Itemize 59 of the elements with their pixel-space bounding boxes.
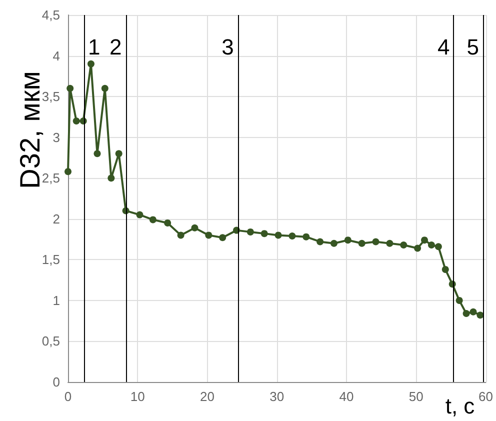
point [400,241,408,248]
x-tick-label: 20 [200,389,214,404]
y-tick-label: 1 [52,292,60,308]
point [101,84,108,92]
point [72,118,80,125]
x-tick-label: 40 [339,389,354,404]
y-tick-label: 3,5 [42,89,60,104]
point [386,240,394,247]
point [316,238,324,246]
point [428,241,435,248]
point [94,150,101,158]
point [456,296,463,304]
point [434,243,442,250]
point [274,232,282,239]
point [108,174,115,182]
point [288,232,296,240]
x-axis-title: t, c [445,394,475,418]
x-tick-label: 0 [64,389,72,404]
y-tick-label: 1,5 [42,252,60,268]
x-tick-label: 10 [130,389,145,404]
point [260,230,268,238]
point [462,310,470,317]
point [442,266,449,273]
point [358,240,366,247]
annotation: 2 [110,34,122,60]
point [344,236,352,244]
point [219,234,226,242]
y-tick-label: 4 [52,48,60,64]
y-tick-label: 0,5 [42,334,60,349]
point [372,238,380,246]
y-tick-label: 2,5 [42,170,60,186]
point [302,233,310,240]
point [191,224,198,232]
point [164,219,172,226]
point [330,240,338,247]
point [66,84,74,92]
point [64,168,72,176]
point [246,228,254,236]
y-tick-label: 0 [52,374,60,390]
annotation: 5 [466,34,479,60]
point [87,60,94,68]
annotation: 4 [437,34,450,60]
point [421,236,428,244]
y-tick-label: 2 [52,211,60,226]
point [205,232,212,239]
annotation: 1 [88,34,100,60]
point [476,312,484,319]
point [177,232,184,239]
y-tick-label: 4,5 [42,8,60,22]
point [414,244,422,252]
x-tick-label: 50 [408,389,424,404]
annotation: 3 [222,34,234,60]
x-tick-label: 60 [478,389,494,404]
x-tick-label: 30 [270,389,284,404]
point [115,150,122,158]
y-tick-label: 3 [52,130,60,145]
point [470,308,477,316]
point [149,216,156,224]
point [136,211,144,218]
